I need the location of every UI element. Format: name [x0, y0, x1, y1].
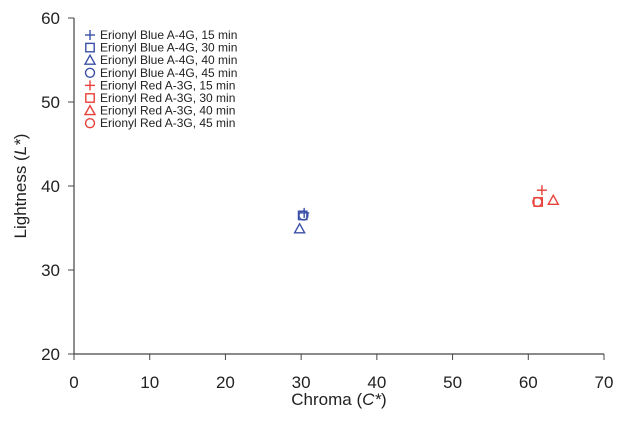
legend-item: Erionyl Red A-3G, 15 min [85, 78, 235, 92]
legend-marker [85, 30, 95, 40]
data-point [293, 222, 306, 234]
y-tick-label: 20 [41, 345, 60, 364]
y-axis-title: Lightness (L*) [11, 134, 30, 239]
data-point [547, 193, 560, 205]
legend-item: Erionyl Red A-3G, 30 min [85, 91, 235, 105]
y-tick-label: 50 [41, 93, 60, 112]
y-tick-label: 60 [41, 9, 60, 28]
legend-label: Erionyl Red A-3G, 45 min [100, 116, 235, 130]
x-tick-label: 50 [443, 373, 462, 392]
x-tick-label: 70 [595, 373, 614, 392]
legend-label: Erionyl Red A-3G, 15 min [100, 78, 235, 92]
x-tick-label: 0 [69, 373, 78, 392]
x-axis-title: Chroma (C*) [291, 390, 386, 409]
y-tick-label: 40 [41, 177, 60, 196]
legend-marker [85, 80, 95, 91]
x-tick-label: 60 [519, 373, 538, 392]
legend-label: Erionyl Blue A-4G, 30 min [100, 41, 237, 55]
legend-label: Erionyl Blue A-4G, 15 min [100, 28, 237, 42]
y-ticks: 20 30 40 50 60 [41, 9, 74, 364]
y-tick-label: 30 [41, 261, 60, 280]
x-tick-label: 30 [292, 373, 311, 392]
data-points [293, 185, 560, 234]
data-point [532, 196, 543, 208]
legend-label: Erionyl Red A-3G, 40 min [100, 104, 235, 118]
legend-item: Erionyl Red A-3G, 40 min [83, 104, 235, 118]
legend-marker [84, 117, 96, 129]
legend-marker [85, 93, 95, 103]
data-point [536, 185, 547, 196]
legend-label: Erionyl Red A-3G, 30 min [100, 91, 235, 105]
legend-item: Erionyl Blue A-4G, 30 min [85, 41, 237, 55]
x-ticks: 0 10 20 30 40 50 60 70 [69, 354, 613, 392]
legend-item: Erionyl Blue A-4G, 15 min [85, 28, 237, 42]
x-tick-label: 40 [367, 373, 386, 392]
legend-item: Erionyl Blue A-4G, 40 min [83, 53, 237, 67]
x-tick-label: 10 [140, 373, 159, 392]
legend-marker [83, 104, 97, 116]
legend-item: Erionyl Red A-3G, 45 min [84, 116, 235, 130]
legend-marker [85, 42, 95, 53]
legend-marker [83, 53, 97, 65]
x-tick-label: 20 [216, 373, 235, 392]
legend-marker [84, 67, 96, 79]
legend-label: Erionyl Blue A-4G, 45 min [100, 66, 237, 80]
legend-item: Erionyl Blue A-4G, 45 min [84, 66, 237, 80]
data-point [298, 210, 309, 221]
legend-label: Erionyl Blue A-4G, 40 min [100, 53, 237, 67]
